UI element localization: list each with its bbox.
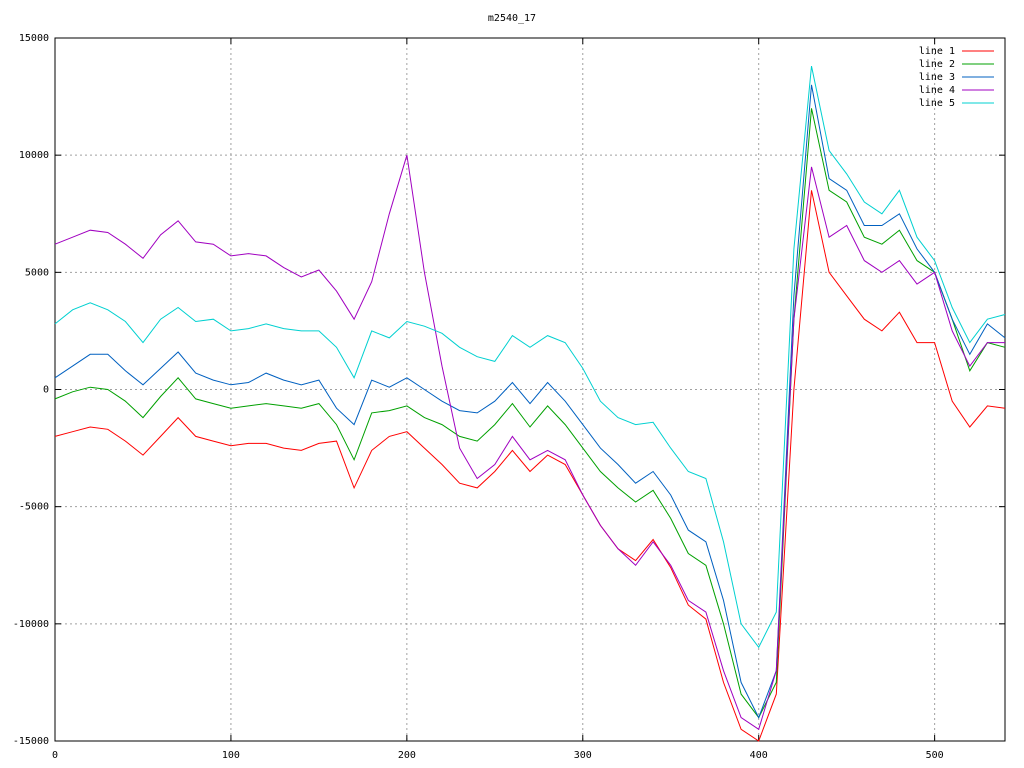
x-tick-label: 200 [398,750,416,761]
data-line [54,155,1005,731]
data-line [54,108,1006,719]
legend-label: line 1 [919,46,955,57]
y-tick-label: 10000 [19,150,49,161]
data-line [54,65,1006,649]
legend-label: line 5 [919,98,955,109]
y-tick-label: -15000 [13,736,49,747]
x-tick-label: 500 [926,750,944,761]
x-tick-label: 400 [750,750,768,761]
legend-label: line 3 [919,72,955,83]
x-tick-label: 100 [222,750,240,761]
plot-frame [54,37,1006,742]
x-tick-label: 300 [574,750,592,761]
chart-title: m2540_17 [488,13,536,24]
legend-label: line 4 [919,85,955,96]
x-tick-label: 0 [52,750,58,761]
y-tick-label: 15000 [19,33,49,44]
legend-label: line 2 [919,59,955,70]
data-line [54,190,1006,742]
y-tick-label: 5000 [25,267,49,278]
data-line [54,84,1006,719]
y-tick-label: 0 [43,385,49,396]
y-tick-label: -10000 [13,619,49,630]
y-tick-label: -5000 [19,502,49,513]
